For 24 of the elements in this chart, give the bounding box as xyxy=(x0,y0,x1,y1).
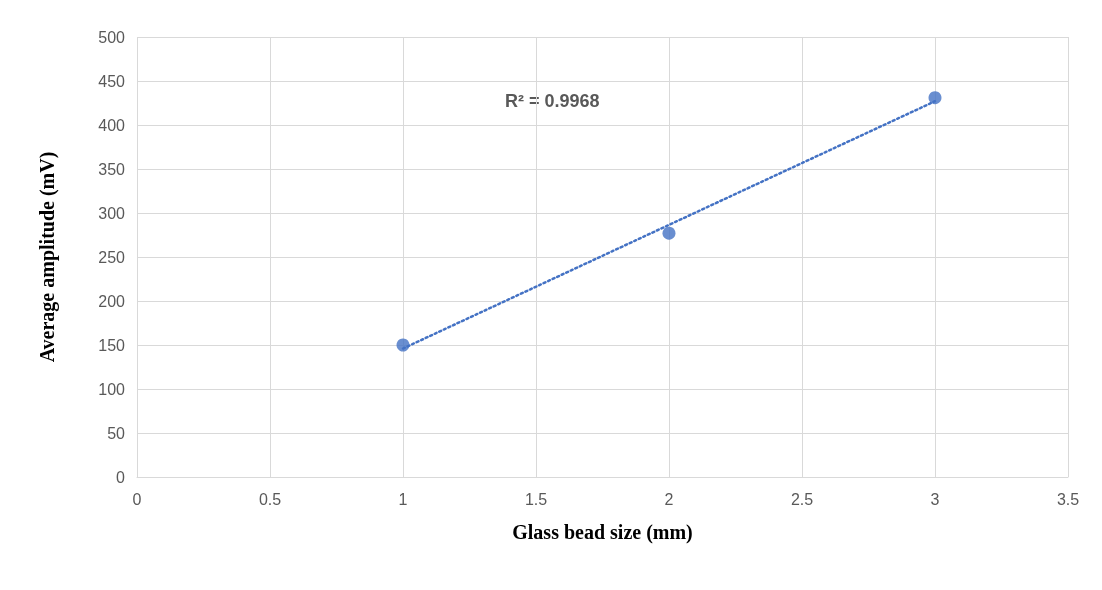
y-tick-label: 250 xyxy=(98,248,126,266)
y-tick-label: 450 xyxy=(98,72,126,90)
y-tick-label: 300 xyxy=(98,204,126,222)
y-tick-label: 400 xyxy=(98,116,126,134)
y-tick-label: 50 xyxy=(107,424,126,442)
y-tick-label: 150 xyxy=(98,336,126,354)
point xyxy=(928,91,942,105)
x-tick-label: 0 xyxy=(132,490,142,508)
y-tick-label: 500 xyxy=(98,28,126,46)
x-tick-label: 1.5 xyxy=(524,490,548,508)
point xyxy=(662,226,676,240)
x-tick-label: 3 xyxy=(930,490,940,508)
x-tick-label: 1 xyxy=(398,490,408,508)
y-tick-label: 350 xyxy=(98,160,126,178)
y-tick-label: 100 xyxy=(98,380,126,398)
x-tick-label: 2.5 xyxy=(790,490,814,508)
y-tick-label: 200 xyxy=(98,292,126,310)
x-axis-title: Glass bead size (mm) xyxy=(512,521,693,544)
x-tick-label: 3.5 xyxy=(1056,490,1080,508)
y-tick-label: 0 xyxy=(116,468,126,486)
point xyxy=(396,338,410,352)
x-tick-label: 0.5 xyxy=(258,490,282,508)
y-axis-title: Average amplitude (mV) xyxy=(36,151,59,363)
x-tick-label: 2 xyxy=(664,490,674,508)
